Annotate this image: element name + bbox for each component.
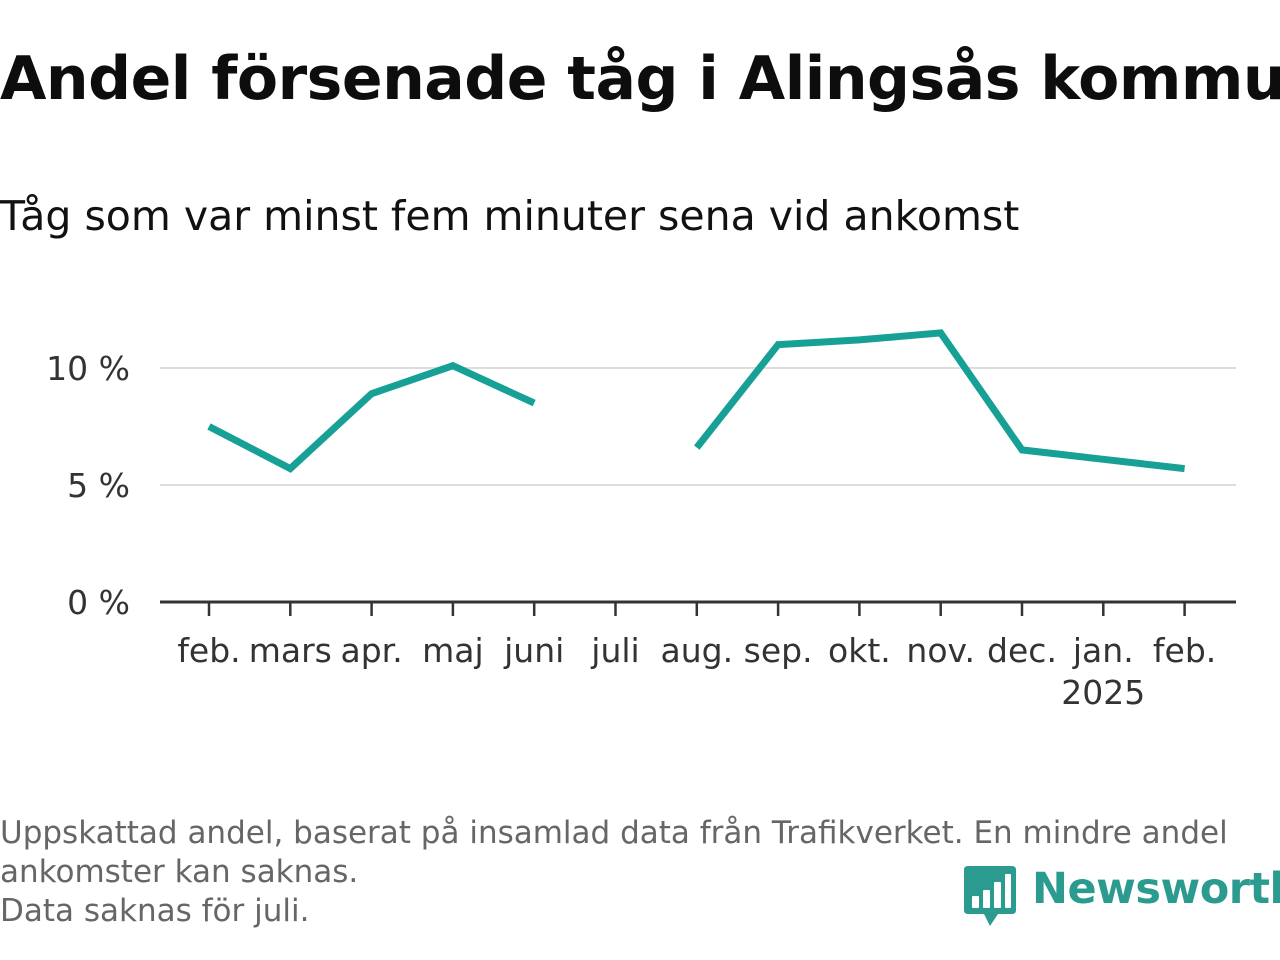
bar-chart-speech-bubble-icon bbox=[964, 866, 1016, 926]
y-tick-label: 10 % bbox=[46, 349, 130, 388]
series-line bbox=[207, 361, 536, 473]
x-tick-label: maj bbox=[422, 631, 484, 670]
x-tick-sublabel: 2025 bbox=[1061, 673, 1145, 712]
brand-name: Newsworthy bbox=[1032, 864, 1280, 914]
x-tick-label: nov. bbox=[906, 631, 975, 670]
series-line bbox=[694, 329, 1185, 473]
footnote: Uppskattad andel, baserat på insamlad da… bbox=[0, 814, 1270, 931]
x-tick-label: juni bbox=[503, 631, 564, 670]
chart-subtitle: Tåg som var minst fem minuter sena vid a… bbox=[0, 192, 1020, 240]
x-tick-label: aug. bbox=[661, 631, 734, 670]
x-tick-label: mars bbox=[249, 631, 332, 670]
y-tick-labels: 0 % 5 % 10 % bbox=[46, 349, 130, 622]
series-lines bbox=[207, 329, 1185, 473]
gridlines bbox=[160, 367, 1236, 486]
x-tick-label: feb. bbox=[1153, 631, 1216, 670]
footnote-line-3: Data saknas för juli. bbox=[0, 893, 310, 929]
footnote-line-1: Uppskattad andel, baserat på insamlad da… bbox=[0, 815, 1228, 851]
x-axis bbox=[160, 600, 1236, 616]
x-tick-labels: feb. mars apr. maj juni juli aug. sep. okt. nov. d… bbox=[177, 631, 1216, 712]
chart-title: Andel försenade tåg i Alingsås kommun bbox=[0, 44, 1280, 114]
newsworthy-logo: Newsworthy bbox=[964, 862, 1280, 928]
footnote-line-2: ankomster kan saknas. bbox=[0, 854, 359, 890]
x-tick-label: dec. bbox=[987, 631, 1057, 670]
x-tick-label: juli bbox=[590, 631, 639, 670]
x-tick-label: feb. bbox=[177, 631, 240, 670]
x-tick-label: apr. bbox=[340, 631, 402, 670]
y-tick-label: 0 % bbox=[67, 583, 130, 622]
y-tick-label: 5 % bbox=[67, 466, 130, 505]
x-tick-label: okt. bbox=[828, 631, 891, 670]
x-tick-label: jan. bbox=[1072, 631, 1134, 670]
x-tick-label: sep. bbox=[744, 631, 813, 670]
line-chart: 0 %5 %10 % feb. mars apr. maj juni juli aug. se… bbox=[46, 329, 1236, 712]
